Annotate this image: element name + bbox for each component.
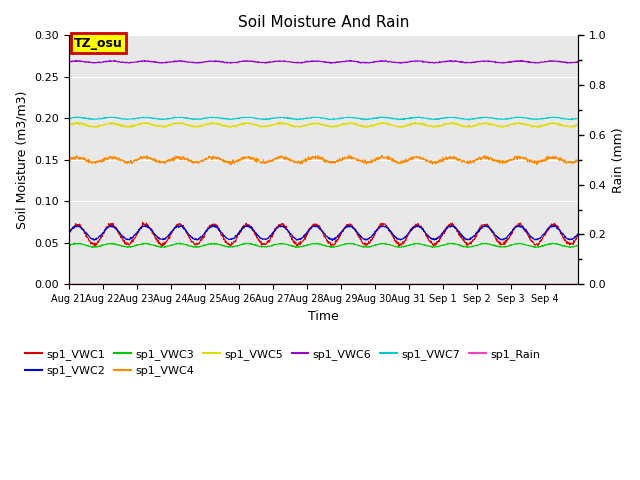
Text: TZ_osu: TZ_osu <box>74 36 123 49</box>
Y-axis label: Rain (mm): Rain (mm) <box>612 127 625 192</box>
X-axis label: Time: Time <box>308 310 339 323</box>
Title: Soil Moisture And Rain: Soil Moisture And Rain <box>238 15 409 30</box>
Y-axis label: Soil Moisture (m3/m3): Soil Moisture (m3/m3) <box>16 91 29 229</box>
Legend: sp1_VWC1, sp1_VWC2, sp1_VWC3, sp1_VWC4, sp1_VWC5, sp1_VWC6, sp1_VWC7, sp1_Rain: sp1_VWC1, sp1_VWC2, sp1_VWC3, sp1_VWC4, … <box>20 345 545 381</box>
